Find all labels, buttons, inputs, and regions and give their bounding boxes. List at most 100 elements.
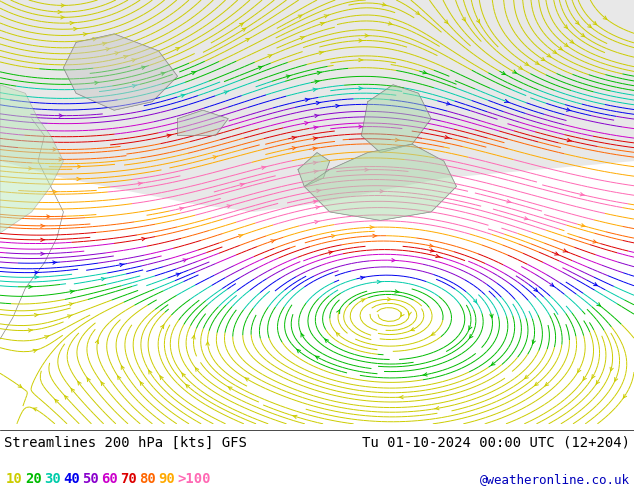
FancyArrowPatch shape: [399, 395, 403, 399]
FancyArrowPatch shape: [564, 43, 568, 47]
FancyArrowPatch shape: [313, 88, 318, 91]
FancyArrowPatch shape: [336, 333, 340, 336]
FancyArrowPatch shape: [380, 190, 384, 193]
FancyArrowPatch shape: [553, 50, 557, 53]
FancyArrowPatch shape: [567, 139, 572, 142]
FancyArrowPatch shape: [179, 207, 184, 210]
Polygon shape: [63, 34, 178, 110]
FancyArrowPatch shape: [118, 376, 121, 380]
FancyArrowPatch shape: [41, 224, 45, 227]
FancyArrowPatch shape: [566, 108, 571, 111]
FancyArrowPatch shape: [314, 126, 318, 129]
FancyArrowPatch shape: [224, 91, 229, 94]
FancyArrowPatch shape: [316, 101, 321, 105]
FancyArrowPatch shape: [313, 137, 318, 140]
FancyArrowPatch shape: [120, 263, 124, 267]
FancyArrowPatch shape: [160, 325, 164, 329]
FancyArrowPatch shape: [512, 70, 516, 73]
FancyArrowPatch shape: [167, 134, 171, 137]
FancyArrowPatch shape: [316, 189, 321, 193]
Text: 30: 30: [44, 472, 61, 486]
FancyArrowPatch shape: [525, 375, 528, 379]
FancyArrowPatch shape: [505, 99, 509, 102]
FancyArrowPatch shape: [297, 349, 301, 353]
FancyArrowPatch shape: [423, 71, 427, 74]
FancyArrowPatch shape: [292, 416, 297, 418]
FancyArrowPatch shape: [469, 326, 472, 330]
FancyArrowPatch shape: [61, 16, 65, 19]
FancyArrowPatch shape: [535, 61, 539, 64]
FancyArrowPatch shape: [593, 240, 597, 243]
FancyArrowPatch shape: [360, 276, 365, 279]
Text: 20: 20: [25, 472, 42, 486]
FancyArrowPatch shape: [359, 87, 363, 90]
FancyArrowPatch shape: [227, 205, 231, 208]
FancyArrowPatch shape: [570, 40, 574, 43]
FancyArrowPatch shape: [545, 382, 549, 386]
FancyArrowPatch shape: [301, 333, 304, 337]
FancyArrowPatch shape: [581, 224, 586, 227]
Text: 40: 40: [63, 472, 80, 486]
FancyArrowPatch shape: [71, 389, 75, 392]
FancyArrowPatch shape: [29, 167, 33, 170]
FancyArrowPatch shape: [462, 17, 465, 21]
FancyArrowPatch shape: [34, 314, 39, 317]
FancyArrowPatch shape: [314, 170, 318, 173]
FancyArrowPatch shape: [101, 382, 105, 386]
FancyArrowPatch shape: [245, 378, 249, 381]
FancyArrowPatch shape: [411, 328, 415, 331]
FancyArrowPatch shape: [580, 193, 585, 196]
FancyArrowPatch shape: [101, 277, 106, 281]
FancyArrowPatch shape: [59, 158, 63, 161]
FancyArrowPatch shape: [392, 259, 396, 262]
FancyArrowPatch shape: [115, 52, 119, 55]
FancyArrowPatch shape: [53, 190, 57, 194]
FancyArrowPatch shape: [271, 240, 275, 243]
Polygon shape: [0, 85, 63, 233]
FancyArrowPatch shape: [213, 156, 217, 159]
FancyArrowPatch shape: [615, 377, 618, 381]
FancyArrowPatch shape: [314, 114, 319, 118]
FancyArrowPatch shape: [298, 15, 302, 18]
FancyArrowPatch shape: [238, 235, 243, 238]
FancyArrowPatch shape: [176, 273, 181, 276]
FancyArrowPatch shape: [83, 33, 87, 36]
FancyArrowPatch shape: [581, 33, 585, 37]
FancyArrowPatch shape: [58, 10, 62, 14]
FancyArrowPatch shape: [474, 299, 477, 303]
FancyArrowPatch shape: [555, 252, 559, 255]
FancyArrowPatch shape: [292, 147, 297, 150]
FancyArrowPatch shape: [408, 312, 411, 315]
FancyArrowPatch shape: [547, 54, 551, 57]
FancyArrowPatch shape: [242, 28, 246, 31]
FancyArrowPatch shape: [534, 288, 538, 292]
Text: @weatheronline.co.uk: @weatheronline.co.uk: [480, 473, 630, 486]
FancyArrowPatch shape: [95, 340, 98, 343]
FancyArrowPatch shape: [370, 225, 374, 229]
FancyArrowPatch shape: [430, 249, 435, 252]
FancyArrowPatch shape: [261, 166, 266, 170]
FancyArrowPatch shape: [583, 376, 586, 380]
FancyArrowPatch shape: [69, 303, 74, 306]
FancyArrowPatch shape: [623, 394, 626, 398]
FancyArrowPatch shape: [176, 48, 179, 50]
FancyArrowPatch shape: [59, 114, 63, 117]
FancyArrowPatch shape: [593, 283, 597, 286]
FancyArrowPatch shape: [445, 136, 450, 139]
FancyArrowPatch shape: [245, 38, 249, 42]
FancyArrowPatch shape: [61, 4, 65, 7]
FancyArrowPatch shape: [470, 335, 473, 338]
FancyArrowPatch shape: [160, 376, 164, 380]
Text: 70: 70: [120, 472, 137, 486]
FancyArrowPatch shape: [33, 349, 37, 352]
Text: 50: 50: [82, 472, 99, 486]
FancyArrowPatch shape: [53, 148, 57, 151]
FancyArrowPatch shape: [578, 368, 581, 372]
FancyArrowPatch shape: [320, 23, 325, 25]
FancyArrowPatch shape: [490, 314, 493, 318]
FancyArrowPatch shape: [373, 234, 377, 238]
FancyArrowPatch shape: [314, 80, 320, 83]
FancyArrowPatch shape: [191, 72, 197, 74]
FancyArrowPatch shape: [206, 342, 209, 345]
FancyArrowPatch shape: [304, 122, 309, 125]
